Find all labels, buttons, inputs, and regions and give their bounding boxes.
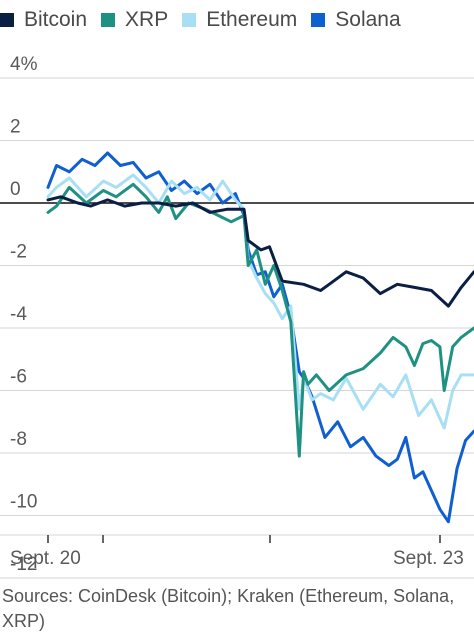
legend-label-solana: Solana — [335, 8, 401, 31]
legend-item-solana: Solana — [311, 8, 401, 32]
y-tick-label: -10 — [10, 492, 37, 513]
series-line-xrp — [46, 182, 474, 458]
source-note: Sources: CoinDesk (Bitcoin); Kraken (Eth… — [2, 586, 455, 631]
y-tick-label: -6 — [10, 367, 27, 388]
legend-label-xrp: XRP — [125, 8, 169, 31]
y-tick-label: -12 — [10, 554, 37, 575]
legend-label-ethereum: Ethereum — [206, 8, 298, 31]
legend-item-bitcoin: Bitcoin — [0, 8, 87, 32]
y-tick-label: 2 — [10, 117, 21, 138]
legend-item-ethereum: Ethereum — [182, 8, 297, 32]
legend-item-xrp: XRP — [101, 8, 168, 32]
series-line-solana — [46, 151, 474, 524]
y-tick-label: 0 — [10, 179, 21, 200]
y-tick-label: -4 — [10, 304, 27, 325]
y-tick-label: -8 — [10, 429, 27, 450]
y-tick-label: -2 — [10, 242, 27, 263]
legend-label-bitcoin: Bitcoin — [24, 8, 88, 31]
legend-swatch-ethereum — [182, 13, 197, 27]
series-line-ethereum — [46, 173, 474, 430]
legend: Bitcoin XRP Ethereum Solana — [0, 8, 415, 32]
legend-swatch-solana — [311, 13, 326, 27]
x-tick-label: Sept. 20 — [10, 548, 81, 569]
y-tick-label: 4% — [10, 54, 38, 75]
x-tick-label: Sept. 23 — [393, 548, 464, 569]
legend-swatch-bitcoin — [0, 13, 14, 27]
series-line-bitcoin — [46, 195, 474, 308]
legend-swatch-xrp — [101, 13, 116, 27]
